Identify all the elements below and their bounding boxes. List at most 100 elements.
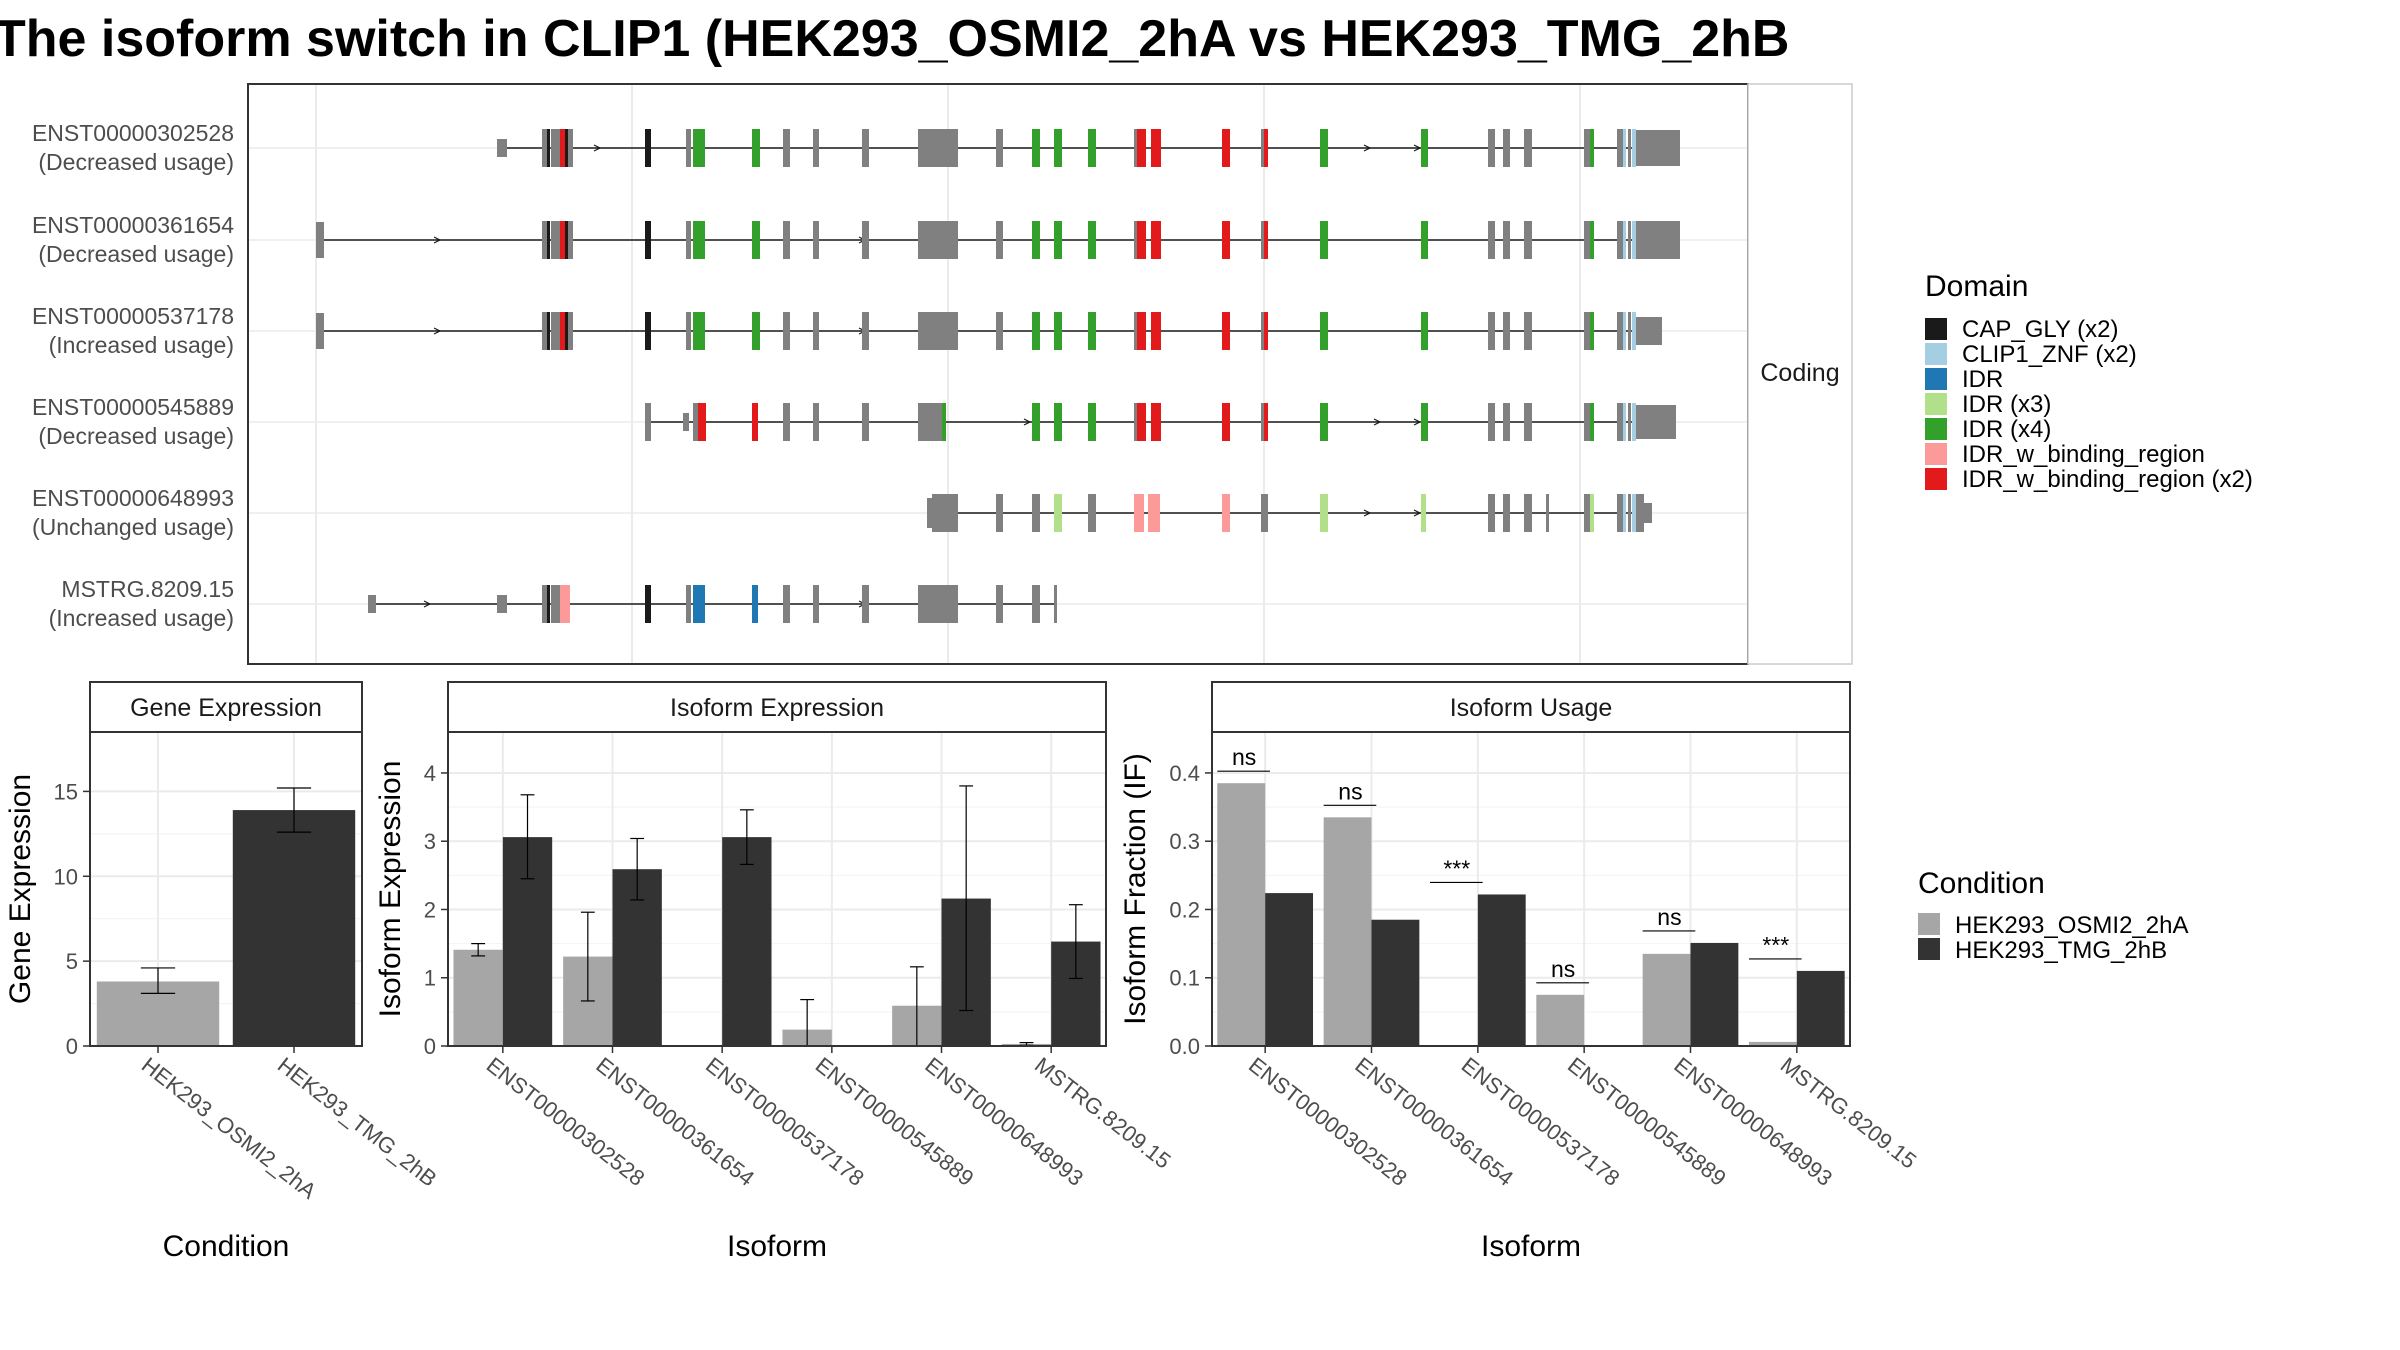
exon	[862, 403, 869, 441]
exon	[1524, 494, 1532, 532]
exon	[1503, 221, 1510, 259]
exon	[996, 494, 1003, 532]
exon	[862, 585, 869, 623]
bar	[722, 837, 772, 1046]
structure-tracks	[316, 129, 1680, 623]
exon	[1054, 403, 1062, 441]
exon	[1222, 129, 1230, 167]
transcript-structure-panel: Coding ENST00000302528(Decreased usage)E…	[32, 83, 1853, 665]
exon	[783, 403, 790, 441]
condition-legend-swatch	[1918, 913, 1940, 935]
figure-title: The isoform switch in CLIP1 (HEK293_OSMI…	[0, 10, 1789, 68]
domain-legend-swatch	[1925, 443, 1947, 465]
exon	[996, 221, 1003, 259]
intron-direction-arrow	[433, 236, 442, 244]
exon	[996, 312, 1003, 350]
transcript-id-label: ENST00000648993	[32, 485, 234, 511]
exon	[752, 221, 760, 259]
exon	[1524, 221, 1532, 259]
exon	[497, 139, 507, 157]
exon	[1628, 129, 1631, 167]
domain-legend-swatch	[1925, 318, 1947, 340]
exon	[1222, 221, 1230, 259]
exon	[1590, 403, 1594, 441]
significance-label: ns	[1657, 904, 1681, 930]
exon	[752, 403, 758, 441]
significance-label: ns	[1338, 778, 1362, 804]
domain-legend-label: CAP_GLY (x2)	[1962, 316, 2119, 343]
exon	[1584, 312, 1591, 350]
exon	[551, 585, 560, 623]
transcript-usage-label: (Decreased usage)	[38, 241, 234, 267]
exon	[565, 129, 568, 167]
domain-legend-label: IDR (x4)	[1962, 416, 2051, 443]
bar	[1690, 942, 1739, 1046]
bar	[453, 949, 503, 1046]
exon	[1524, 312, 1532, 350]
exon	[1054, 221, 1062, 259]
exon	[645, 312, 651, 350]
y-tick-label: 15	[54, 779, 78, 804]
y-tick-label: 0	[424, 1034, 436, 1059]
exon	[1636, 317, 1662, 345]
intron-direction-arrow	[1413, 509, 1422, 517]
exon	[686, 221, 691, 259]
exon	[1088, 129, 1096, 167]
exon	[1628, 403, 1631, 441]
condition-legend-swatch	[1918, 938, 1940, 960]
transcript-id-label: ENST00000537178	[32, 303, 234, 329]
exon	[1032, 129, 1040, 167]
intron-direction-arrow	[1373, 418, 1382, 426]
exon	[752, 312, 760, 350]
exon	[1134, 494, 1144, 532]
y-tick-label: 0	[66, 1034, 78, 1059]
exon	[1032, 585, 1040, 623]
plot-background	[448, 732, 1106, 1046]
exon	[1137, 403, 1146, 441]
y-tick-label: 2	[424, 897, 436, 922]
domain-legend-swatch	[1925, 418, 1947, 440]
transcript-id-label: ENST00000361654	[32, 212, 234, 238]
exon	[1590, 221, 1594, 259]
exon	[1584, 403, 1591, 441]
exon	[1623, 403, 1626, 441]
domain-legend-swatch	[1925, 368, 1947, 390]
exon	[1503, 403, 1510, 441]
x-axis-title: Condition	[163, 1230, 290, 1263]
exon	[1546, 494, 1549, 532]
exon	[918, 585, 958, 623]
x-axis-title: Isoform	[1481, 1230, 1581, 1263]
facet-strip-title: Isoform Usage	[1450, 694, 1613, 722]
intron-direction-arrow	[433, 327, 442, 335]
exon	[1488, 129, 1495, 167]
bar	[1477, 894, 1526, 1046]
exon	[1151, 129, 1161, 167]
exon	[568, 221, 573, 259]
exon	[752, 129, 760, 167]
exon	[1088, 312, 1096, 350]
bar	[1323, 817, 1372, 1046]
intron-direction-arrow	[593, 144, 602, 152]
exon	[560, 312, 565, 350]
transcript-id-label: MSTRG.8209.15	[61, 576, 234, 602]
domain-legend-label: IDR_w_binding_region	[1962, 441, 2205, 468]
exon	[862, 221, 869, 259]
transcript-labels: ENST00000302528 (Decreased usage) ENST0000…	[32, 120, 234, 631]
exon	[1320, 221, 1328, 259]
exon	[1488, 494, 1495, 532]
significance-label: ns	[1232, 744, 1256, 770]
exon	[1137, 129, 1146, 167]
exon	[1632, 312, 1636, 350]
transcript-track	[368, 585, 1057, 623]
exon	[1320, 403, 1328, 441]
transcript-track	[316, 221, 1680, 259]
exon	[686, 312, 691, 350]
y-tick-label: 4	[424, 761, 436, 786]
y-tick-label: 0.4	[1169, 761, 1200, 786]
exon	[693, 403, 699, 441]
facet-strip	[89, 681, 363, 733]
exon	[1054, 585, 1057, 623]
structure-panel-background	[248, 84, 1748, 664]
exon	[698, 403, 706, 441]
